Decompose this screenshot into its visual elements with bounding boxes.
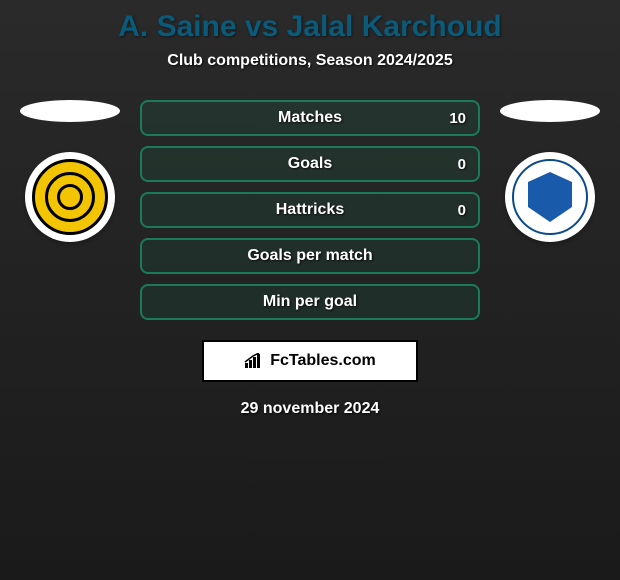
horsens-icon	[32, 159, 108, 235]
stat-row-matches: Matches 10	[140, 100, 480, 136]
player-avatar-right	[500, 100, 600, 122]
stat-label: Min per goal	[263, 293, 357, 311]
team-logo-left	[25, 152, 115, 242]
player-avatar-left	[20, 100, 120, 122]
right-column	[500, 100, 600, 242]
stat-label: Goals	[288, 155, 332, 173]
kolding-icon	[512, 159, 588, 235]
stat-value-right: 0	[458, 156, 466, 173]
chart-icon	[244, 353, 264, 369]
footer-date: 29 november 2024	[0, 400, 620, 418]
page-subtitle: Club competitions, Season 2024/2025	[0, 52, 620, 70]
brand-text: FcTables.com	[270, 352, 376, 370]
team-logo-right	[505, 152, 595, 242]
page-title: A. Saine vs Jalal Karchoud	[0, 10, 620, 44]
stat-label: Matches	[278, 109, 342, 127]
stat-value-right: 0	[458, 202, 466, 219]
left-column	[20, 100, 120, 242]
stat-row-hattricks: Hattricks 0	[140, 192, 480, 228]
stat-row-min-per-goal: Min per goal	[140, 284, 480, 320]
stat-value-right: 10	[449, 110, 466, 127]
comparison-container: A. Saine vs Jalal Karchoud Club competit…	[0, 0, 620, 418]
stats-column: Matches 10 Goals 0 Hattricks 0 Goals per…	[140, 100, 480, 320]
stat-row-goals: Goals 0	[140, 146, 480, 182]
stat-label: Goals per match	[247, 247, 372, 265]
stat-row-goals-per-match: Goals per match	[140, 238, 480, 274]
content-row: Matches 10 Goals 0 Hattricks 0 Goals per…	[0, 100, 620, 320]
stat-label: Hattricks	[276, 201, 344, 219]
kolding-shield-icon	[528, 172, 572, 222]
brand-box[interactable]: FcTables.com	[202, 340, 418, 382]
